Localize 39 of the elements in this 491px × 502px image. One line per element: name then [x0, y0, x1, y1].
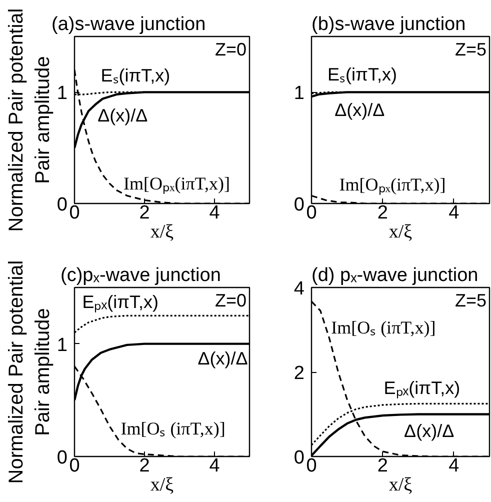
chart-title: (b)s-wave junction: [312, 14, 466, 35]
x-tick-label: 4: [209, 202, 220, 224]
annotation: Z=5: [454, 290, 487, 310]
series-label: Im[Oₛ (iπT,x)]: [331, 318, 436, 338]
chart-title: (a)s-wave junction: [52, 14, 206, 35]
x-tick-label: 2: [139, 202, 150, 224]
series-label: Eₚₓ(iπT,x): [384, 378, 460, 400]
series-label: Eₛ(iπT,x): [328, 64, 397, 84]
chart-title: (c)pₓ-wave junction: [60, 265, 221, 286]
y-tick-label: 4: [294, 278, 305, 300]
series-label: Im[Oₚₓ(iπT,x)]: [339, 174, 446, 196]
series-label: Eₚₓ(iπT,x): [82, 292, 159, 314]
x-axis-title: x/ξ: [388, 474, 413, 496]
y-tick-label: 1: [56, 83, 68, 104]
x-tick-label: 2: [377, 456, 388, 476]
x-tick-label: 4: [209, 456, 220, 476]
x-axis-title: x/ξ: [150, 474, 174, 496]
x-tick-label: 4: [448, 456, 460, 476]
annotation: Z=0: [214, 290, 247, 310]
y-axis-title: Normalized Pair potential Pair amplitude: [6, 8, 54, 232]
series-label: Eₛ(iπT,x): [100, 65, 170, 86]
x-tick-label: 2: [377, 202, 388, 224]
y-tick-label: 1: [56, 334, 68, 356]
x-tick-label: 2: [139, 456, 150, 476]
x-axis-title: x/ξ: [150, 222, 174, 242]
x-axis-title: x/ξ: [388, 222, 413, 242]
chart-title: (d) pₓ-wave junction: [312, 265, 478, 286]
series-label: Δ(x)/Δ: [198, 348, 248, 368]
series-label: Δ(x)/Δ: [334, 100, 385, 120]
y-tick-label: 2: [294, 363, 305, 384]
series-label: Im[Oₚₓ(iπT,x)]: [124, 173, 230, 194]
series-label: Im[Oₛ (iπT,x)]: [120, 418, 226, 438]
series-label: Δ(x)/Δ: [98, 106, 148, 126]
series-label: Δ(x)/Δ: [404, 421, 454, 442]
annotation: Z=0: [214, 40, 247, 60]
x-tick-label: 4: [448, 202, 460, 224]
y-axis-title: Normalized Pair potential Pair amplitude: [6, 260, 54, 484]
y-tick-label: 1: [294, 83, 305, 104]
annotation: Z=5: [454, 40, 487, 60]
